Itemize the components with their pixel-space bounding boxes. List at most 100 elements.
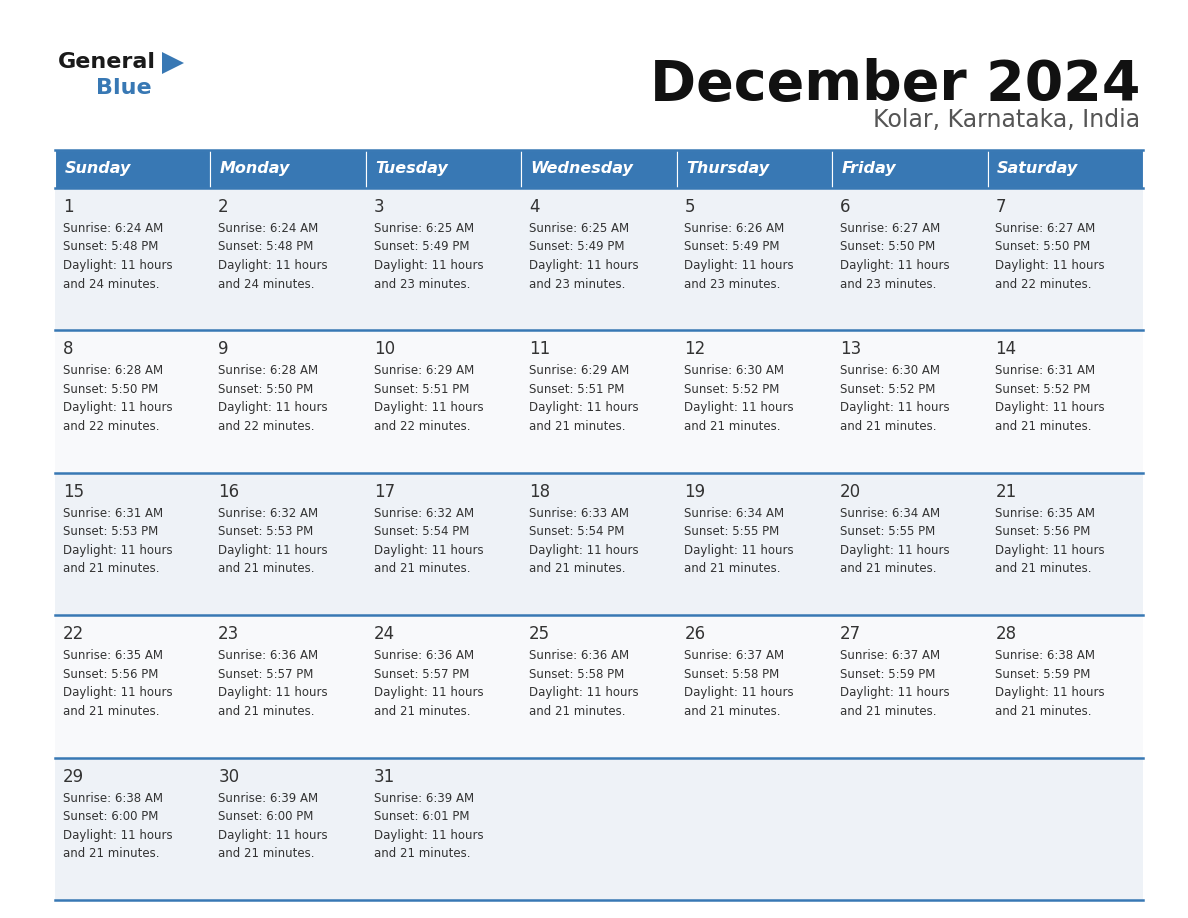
Text: 20: 20 <box>840 483 861 501</box>
Text: 22: 22 <box>63 625 84 644</box>
Text: Sunrise: 6:25 AM: Sunrise: 6:25 AM <box>374 222 474 235</box>
Text: 29: 29 <box>63 767 84 786</box>
Text: 21: 21 <box>996 483 1017 501</box>
Text: and 21 minutes.: and 21 minutes. <box>374 847 470 860</box>
Text: 11: 11 <box>529 341 550 358</box>
Text: Sunset: 6:00 PM: Sunset: 6:00 PM <box>219 810 314 823</box>
Text: and 22 minutes.: and 22 minutes. <box>63 420 159 433</box>
Text: Sunrise: 6:34 AM: Sunrise: 6:34 AM <box>684 507 784 520</box>
FancyBboxPatch shape <box>832 330 987 473</box>
FancyBboxPatch shape <box>677 757 832 900</box>
Text: Sunrise: 6:39 AM: Sunrise: 6:39 AM <box>219 791 318 804</box>
FancyBboxPatch shape <box>522 757 677 900</box>
Text: 3: 3 <box>374 198 384 216</box>
Text: and 21 minutes.: and 21 minutes. <box>996 563 1092 576</box>
FancyBboxPatch shape <box>55 330 210 473</box>
Text: and 21 minutes.: and 21 minutes. <box>63 847 159 860</box>
Text: Daylight: 11 hours: Daylight: 11 hours <box>374 829 484 842</box>
Text: Daylight: 11 hours: Daylight: 11 hours <box>840 401 949 414</box>
Text: and 22 minutes.: and 22 minutes. <box>374 420 470 433</box>
Text: Daylight: 11 hours: Daylight: 11 hours <box>219 686 328 700</box>
Text: Daylight: 11 hours: Daylight: 11 hours <box>840 686 949 700</box>
Text: Sunset: 5:59 PM: Sunset: 5:59 PM <box>996 667 1091 681</box>
Text: Sunset: 5:49 PM: Sunset: 5:49 PM <box>374 241 469 253</box>
Text: Sunset: 5:52 PM: Sunset: 5:52 PM <box>684 383 779 396</box>
Text: Sunrise: 6:34 AM: Sunrise: 6:34 AM <box>840 507 940 520</box>
Text: Sunset: 5:49 PM: Sunset: 5:49 PM <box>529 241 625 253</box>
Text: Sunset: 5:59 PM: Sunset: 5:59 PM <box>840 667 935 681</box>
Text: Daylight: 11 hours: Daylight: 11 hours <box>996 401 1105 414</box>
Text: Daylight: 11 hours: Daylight: 11 hours <box>684 259 794 272</box>
Text: Daylight: 11 hours: Daylight: 11 hours <box>63 829 172 842</box>
Text: Sunrise: 6:38 AM: Sunrise: 6:38 AM <box>63 791 163 804</box>
Text: Sunset: 5:55 PM: Sunset: 5:55 PM <box>840 525 935 538</box>
Text: and 22 minutes.: and 22 minutes. <box>996 277 1092 290</box>
Text: Friday: Friday <box>841 162 896 176</box>
Text: Sunrise: 6:29 AM: Sunrise: 6:29 AM <box>529 364 630 377</box>
FancyBboxPatch shape <box>677 473 832 615</box>
Text: Sunrise: 6:31 AM: Sunrise: 6:31 AM <box>63 507 163 520</box>
Text: and 23 minutes.: and 23 minutes. <box>684 277 781 290</box>
Text: 4: 4 <box>529 198 539 216</box>
FancyBboxPatch shape <box>366 150 522 188</box>
Text: Sunrise: 6:38 AM: Sunrise: 6:38 AM <box>996 649 1095 662</box>
Text: and 23 minutes.: and 23 minutes. <box>840 277 936 290</box>
FancyBboxPatch shape <box>987 757 1143 900</box>
Text: Thursday: Thursday <box>685 162 769 176</box>
Text: Daylight: 11 hours: Daylight: 11 hours <box>374 259 484 272</box>
Text: and 23 minutes.: and 23 minutes. <box>529 277 625 290</box>
Text: 6: 6 <box>840 198 851 216</box>
Text: Daylight: 11 hours: Daylight: 11 hours <box>374 686 484 700</box>
Text: Sunset: 5:56 PM: Sunset: 5:56 PM <box>63 667 158 681</box>
Text: Sunrise: 6:36 AM: Sunrise: 6:36 AM <box>374 649 474 662</box>
Text: and 21 minutes.: and 21 minutes. <box>63 563 159 576</box>
Text: and 21 minutes.: and 21 minutes. <box>684 420 781 433</box>
Text: and 21 minutes.: and 21 minutes. <box>840 420 936 433</box>
Text: Sunrise: 6:36 AM: Sunrise: 6:36 AM <box>529 649 630 662</box>
Text: and 21 minutes.: and 21 minutes. <box>684 705 781 718</box>
Text: Daylight: 11 hours: Daylight: 11 hours <box>219 543 328 557</box>
Text: 12: 12 <box>684 341 706 358</box>
Text: and 23 minutes.: and 23 minutes. <box>374 277 470 290</box>
Text: 7: 7 <box>996 198 1006 216</box>
FancyBboxPatch shape <box>522 615 677 757</box>
Text: Sunrise: 6:26 AM: Sunrise: 6:26 AM <box>684 222 785 235</box>
Text: General: General <box>58 52 156 72</box>
FancyBboxPatch shape <box>832 188 987 330</box>
Text: and 21 minutes.: and 21 minutes. <box>840 705 936 718</box>
Text: Sunrise: 6:39 AM: Sunrise: 6:39 AM <box>374 791 474 804</box>
Text: Daylight: 11 hours: Daylight: 11 hours <box>219 259 328 272</box>
FancyBboxPatch shape <box>366 757 522 900</box>
Text: Daylight: 11 hours: Daylight: 11 hours <box>219 829 328 842</box>
Text: 28: 28 <box>996 625 1017 644</box>
Text: 18: 18 <box>529 483 550 501</box>
FancyBboxPatch shape <box>832 757 987 900</box>
Text: Sunset: 5:51 PM: Sunset: 5:51 PM <box>529 383 625 396</box>
Text: Daylight: 11 hours: Daylight: 11 hours <box>684 686 794 700</box>
FancyBboxPatch shape <box>210 150 366 188</box>
Text: Sunset: 6:00 PM: Sunset: 6:00 PM <box>63 810 158 823</box>
Text: 1: 1 <box>63 198 74 216</box>
Text: Sunrise: 6:33 AM: Sunrise: 6:33 AM <box>529 507 630 520</box>
Text: Sunrise: 6:37 AM: Sunrise: 6:37 AM <box>840 649 940 662</box>
Text: 14: 14 <box>996 341 1017 358</box>
FancyBboxPatch shape <box>366 330 522 473</box>
Text: Daylight: 11 hours: Daylight: 11 hours <box>529 259 639 272</box>
FancyBboxPatch shape <box>55 473 210 615</box>
Text: Daylight: 11 hours: Daylight: 11 hours <box>529 543 639 557</box>
Text: Sunrise: 6:35 AM: Sunrise: 6:35 AM <box>63 649 163 662</box>
Text: Daylight: 11 hours: Daylight: 11 hours <box>63 259 172 272</box>
Text: Sunrise: 6:24 AM: Sunrise: 6:24 AM <box>219 222 318 235</box>
Text: Saturday: Saturday <box>997 162 1079 176</box>
Text: 19: 19 <box>684 483 706 501</box>
FancyBboxPatch shape <box>210 757 366 900</box>
Text: Sunset: 5:51 PM: Sunset: 5:51 PM <box>374 383 469 396</box>
Text: Wednesday: Wednesday <box>531 162 633 176</box>
Text: and 21 minutes.: and 21 minutes. <box>996 705 1092 718</box>
Text: Daylight: 11 hours: Daylight: 11 hours <box>529 686 639 700</box>
Text: and 21 minutes.: and 21 minutes. <box>996 420 1092 433</box>
Text: Daylight: 11 hours: Daylight: 11 hours <box>219 401 328 414</box>
FancyBboxPatch shape <box>522 473 677 615</box>
FancyBboxPatch shape <box>210 188 366 330</box>
Text: Sunrise: 6:37 AM: Sunrise: 6:37 AM <box>684 649 784 662</box>
